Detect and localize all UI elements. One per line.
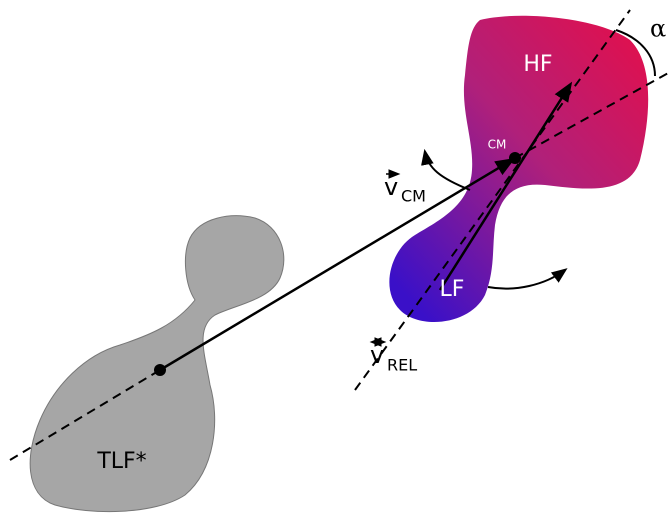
v-rel-symbol: v <box>370 341 384 369</box>
alpha-label: α <box>650 15 666 43</box>
v-cm-subscript: CM <box>401 187 426 206</box>
v-cm-symbol: v <box>384 173 398 201</box>
cm-label: CM <box>488 138 507 152</box>
tlf-blob <box>30 216 284 512</box>
diagram: α HF CM LF TLF* v CM v REL <box>0 0 670 517</box>
tlf-label: TLF* <box>96 449 146 474</box>
cm-point <box>509 152 521 164</box>
v-rel-subscript: REL <box>387 356 417 375</box>
hf-label: HF <box>523 52 552 77</box>
v-cm-label: v CM <box>384 173 426 206</box>
rotation-arrow <box>425 152 470 190</box>
fragment-blob <box>389 16 648 322</box>
tlf-center <box>154 364 166 376</box>
rotation-arrow <box>488 270 565 289</box>
lf-label: LF <box>440 277 465 302</box>
v-rel-label: v REL <box>370 341 417 375</box>
